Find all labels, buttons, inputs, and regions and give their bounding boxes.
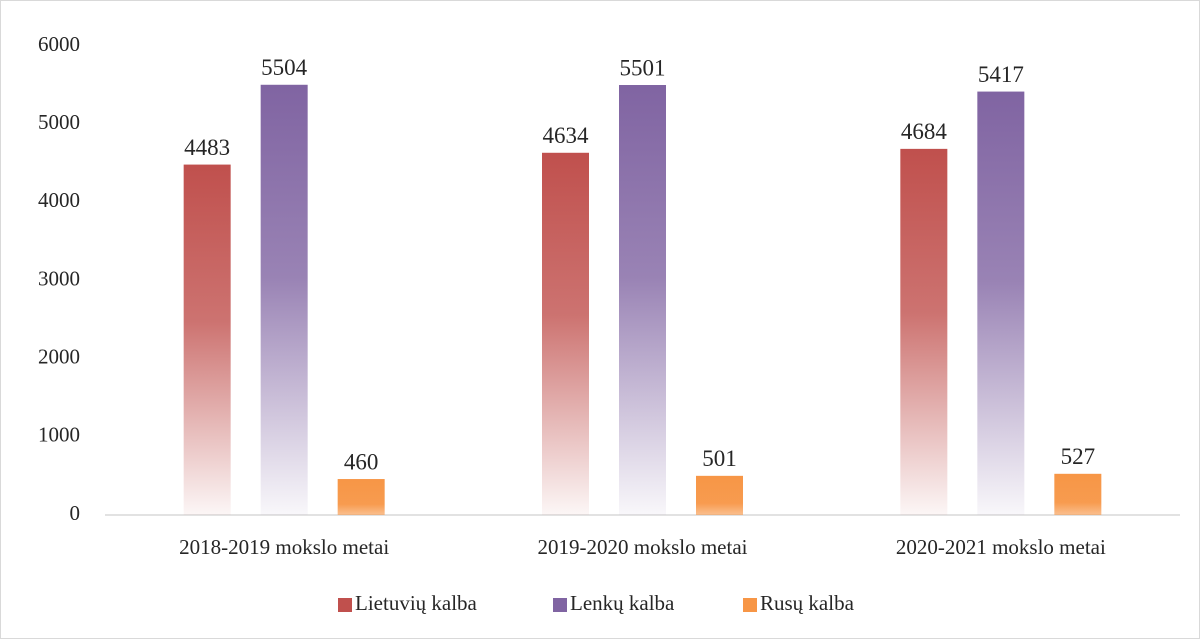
data-label: 4483 — [184, 135, 230, 160]
y-tick-label: 5000 — [38, 110, 80, 134]
y-tick-label: 4000 — [38, 188, 80, 212]
data-label: 4684 — [901, 119, 948, 144]
bar — [900, 148, 948, 515]
x-tick-label: 2019-2020 mokslo metai — [538, 535, 748, 559]
y-tick-label: 0 — [70, 501, 81, 525]
data-label: 5417 — [978, 62, 1024, 87]
data-label: 5504 — [261, 55, 308, 80]
y-tick-label: 1000 — [38, 423, 80, 447]
bar — [542, 152, 589, 515]
bar — [337, 479, 385, 515]
y-tick-label: 6000 — [38, 32, 80, 56]
bar — [619, 85, 666, 516]
y-tick-label: 3000 — [38, 266, 80, 290]
legend-swatch — [553, 598, 567, 612]
bar — [1054, 473, 1102, 515]
bar — [260, 84, 308, 516]
legend-label: Lenkų kalba — [570, 591, 675, 615]
x-tick-label: 2018-2019 mokslo metai — [179, 535, 389, 559]
data-label: 4634 — [543, 123, 590, 148]
bar — [183, 164, 231, 515]
bar — [977, 91, 1025, 515]
data-label: 460 — [344, 449, 379, 474]
data-label: 501 — [702, 446, 737, 471]
legend-label: Lietuvių kalba — [355, 591, 478, 615]
legend-swatch — [338, 598, 352, 612]
legend-swatch — [743, 598, 757, 612]
x-tick-label: 2020-2021 mokslo metai — [896, 535, 1106, 559]
y-tick-label: 2000 — [38, 344, 80, 368]
data-label: 5501 — [620, 55, 666, 80]
bar — [696, 475, 743, 515]
legend-label: Rusų kalba — [760, 591, 855, 615]
data-label: 527 — [1061, 444, 1096, 469]
